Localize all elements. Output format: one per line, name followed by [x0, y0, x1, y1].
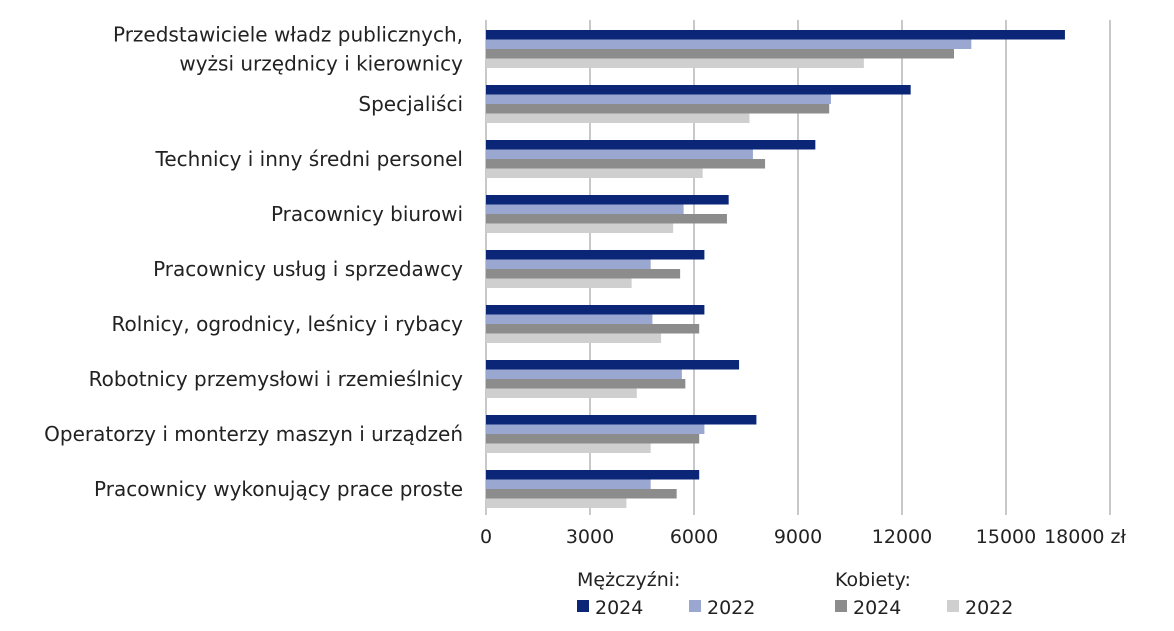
- bar-kobiety-2024: [486, 214, 727, 224]
- x-tick-label: 15000: [976, 526, 1036, 548]
- x-tick-label: 3000: [566, 526, 614, 548]
- bar-kobiety-2022: [486, 223, 674, 233]
- bar-kobiety-2024: [486, 379, 686, 389]
- bar-mężczyźni-2024: [486, 305, 705, 315]
- legend-label: 2022: [965, 597, 1013, 619]
- bar-kobiety-2022: [486, 58, 864, 68]
- bar-mężczyźni-2022: [486, 259, 651, 269]
- legend-label: 2022: [707, 597, 755, 619]
- bar-mężczyźni-2024: [486, 470, 700, 480]
- bar-kobiety-2022: [486, 498, 627, 508]
- x-tick-label: 9000: [774, 526, 822, 548]
- category-label: Technicy i inny średni personel: [155, 147, 463, 171]
- bar-mężczyźni-2022: [486, 314, 653, 324]
- bar-mężczyźni-2022: [486, 204, 684, 214]
- bar-kobiety-2024: [486, 489, 677, 499]
- bar-mężczyźni-2022: [486, 479, 651, 489]
- category-label: Pracownicy usług i sprzedawcy: [153, 257, 463, 281]
- x-tick-label: 0: [480, 526, 492, 548]
- category-label: Przedstawiciele władz publicznych,: [113, 23, 463, 47]
- bar-kobiety-2024: [486, 49, 954, 59]
- bar-kobiety-2022: [486, 333, 662, 343]
- bar-mężczyźni-2022: [486, 39, 972, 49]
- legend-label: 2024: [595, 597, 643, 619]
- bar-mężczyźni-2024: [486, 415, 757, 425]
- bar-kobiety-2022: [486, 278, 632, 288]
- bar-mężczyźni-2022: [486, 369, 682, 379]
- bar-kobiety-2024: [486, 434, 700, 444]
- legend-label: 2024: [853, 597, 901, 619]
- x-tick-label: 12000: [872, 526, 932, 548]
- bar-kobiety-2022: [486, 168, 703, 178]
- category-label: Operatorzy i monterzy maszyn i urządzeń: [44, 422, 463, 446]
- x-tick-label: 18000 zł: [1044, 526, 1126, 548]
- bar-mężczyźni-2024: [486, 140, 816, 150]
- category-label: Pracownicy biurowi: [271, 202, 463, 226]
- bar-kobiety-2022: [486, 388, 637, 398]
- category-label: Specjaliści: [358, 92, 463, 116]
- legend-swatch: [689, 600, 701, 612]
- bar-kobiety-2022: [486, 443, 651, 453]
- legend-swatch: [835, 600, 847, 612]
- category-label: Rolnicy, ogrodnicy, leśnicy i rybacy: [112, 312, 464, 336]
- bar-mężczyźni-2022: [486, 149, 753, 159]
- bar-kobiety-2024: [486, 104, 830, 114]
- bar-kobiety-2022: [486, 113, 750, 123]
- bar-mężczyźni-2024: [486, 195, 729, 205]
- legend-swatch: [947, 600, 959, 612]
- legend-group-title: Kobiety:: [835, 569, 911, 591]
- category-label: Robotnicy przemysłowi i rzemieślnicy: [89, 367, 464, 391]
- bar-mężczyźni-2024: [486, 85, 911, 95]
- bar-mężczyźni-2024: [486, 250, 705, 260]
- bar-mężczyźni-2022: [486, 94, 831, 104]
- bar-mężczyźni-2024: [486, 360, 740, 370]
- x-tick-label: 6000: [670, 526, 718, 548]
- legend-swatch: [577, 600, 589, 612]
- bar-kobiety-2024: [486, 324, 700, 334]
- category-label: wyżsi urzędnicy i kierownicy: [179, 52, 463, 76]
- legend-group-title: Mężczyźni:: [577, 569, 680, 591]
- category-label: Pracownicy wykonujący prace proste: [94, 477, 463, 501]
- bar-mężczyźni-2024: [486, 30, 1065, 40]
- bar-kobiety-2024: [486, 159, 766, 169]
- bar-kobiety-2024: [486, 269, 681, 279]
- bar-mężczyźni-2022: [486, 424, 705, 434]
